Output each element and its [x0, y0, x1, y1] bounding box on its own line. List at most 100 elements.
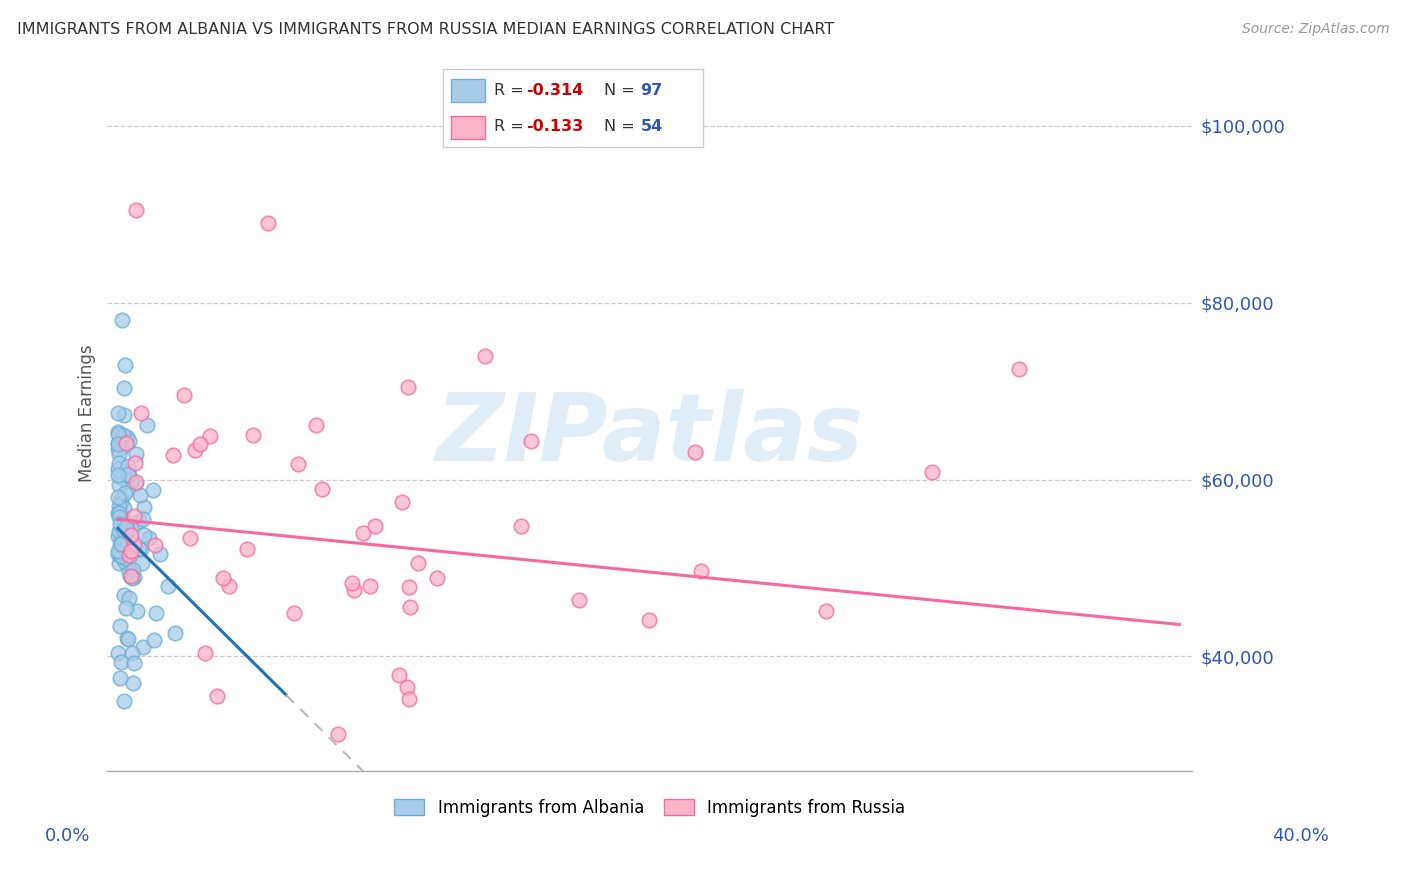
Point	[112, 534, 135, 549]
Point	[107, 406, 129, 420]
Point	[108, 528, 131, 542]
Point	[198, 429, 221, 443]
Text: R =: R =	[494, 120, 529, 135]
Point	[115, 430, 138, 444]
Point	[112, 524, 135, 538]
Point	[398, 600, 420, 615]
Point	[396, 680, 419, 694]
Point	[162, 448, 184, 462]
Point	[107, 547, 129, 561]
Point	[128, 514, 150, 528]
Point	[132, 640, 155, 654]
Point	[112, 588, 135, 602]
Point	[110, 491, 132, 506]
Point	[814, 604, 837, 618]
Point	[107, 425, 129, 440]
Point	[110, 655, 132, 669]
Point	[520, 434, 543, 448]
Point	[359, 579, 381, 593]
Point	[108, 430, 131, 444]
Point	[122, 656, 145, 670]
Point	[129, 406, 152, 420]
Point	[236, 541, 259, 556]
Text: 40.0%: 40.0%	[1272, 827, 1329, 845]
Point	[132, 500, 155, 514]
Point	[118, 591, 141, 606]
Point	[107, 506, 129, 520]
Point	[114, 601, 136, 615]
Point	[117, 467, 139, 482]
Point	[474, 349, 496, 363]
Point	[111, 427, 134, 442]
Text: IMMIGRANTS FROM ALBANIA VS IMMIGRANTS FROM RUSSIA MEDIAN EARNINGS CORRELATION CH: IMMIGRANTS FROM ALBANIA VS IMMIGRANTS FR…	[17, 22, 834, 37]
Point	[364, 519, 387, 533]
Point	[108, 556, 131, 570]
Point	[120, 521, 142, 535]
Point	[122, 508, 145, 523]
Text: N =: N =	[605, 83, 640, 98]
Point	[143, 538, 166, 552]
Point	[112, 500, 135, 515]
Point	[173, 388, 195, 402]
Point	[107, 437, 129, 451]
Point	[396, 380, 419, 394]
Point	[142, 483, 165, 497]
Point	[107, 510, 129, 524]
Point	[115, 435, 138, 450]
Point	[107, 461, 129, 475]
Point	[107, 506, 129, 520]
Point	[156, 579, 179, 593]
Point	[107, 544, 129, 558]
Point	[391, 495, 413, 509]
Point	[112, 694, 135, 708]
Point	[107, 500, 129, 514]
Point	[183, 442, 205, 457]
Point	[121, 571, 143, 585]
Point	[110, 549, 132, 563]
Point	[257, 216, 280, 230]
Point	[125, 604, 148, 618]
Point	[311, 482, 333, 496]
Point	[149, 547, 172, 561]
Point	[118, 568, 141, 582]
Point	[342, 576, 364, 591]
Text: -0.133: -0.133	[526, 120, 583, 135]
Point	[124, 477, 146, 491]
Point	[218, 579, 240, 593]
Point	[120, 474, 142, 488]
Point	[110, 548, 132, 562]
Point	[115, 520, 138, 534]
Point	[118, 543, 141, 558]
Point	[115, 524, 138, 538]
Point	[111, 440, 134, 454]
Point	[114, 518, 136, 533]
Point	[115, 539, 138, 553]
Point	[107, 442, 129, 456]
Point	[188, 437, 211, 451]
Point	[108, 447, 131, 461]
Text: R =: R =	[494, 83, 529, 98]
Point	[138, 531, 160, 545]
Y-axis label: Median Earnings: Median Earnings	[79, 344, 96, 482]
Text: Source: ZipAtlas.com: Source: ZipAtlas.com	[1241, 22, 1389, 37]
Point	[107, 427, 129, 442]
Point	[107, 529, 129, 543]
Point	[111, 313, 134, 327]
Point	[305, 417, 328, 432]
Point	[120, 568, 142, 582]
Point	[108, 537, 131, 551]
Point	[135, 417, 157, 432]
Point	[117, 632, 139, 646]
Point	[112, 408, 135, 422]
Point	[131, 556, 153, 570]
Point	[398, 580, 420, 594]
Point	[387, 667, 409, 681]
Legend: Immigrants from Albania, Immigrants from Russia: Immigrants from Albania, Immigrants from…	[394, 798, 905, 817]
Point	[114, 358, 136, 372]
Point	[114, 550, 136, 565]
Point	[406, 556, 429, 570]
Point	[112, 380, 135, 394]
Point	[921, 465, 943, 479]
Text: N =: N =	[605, 120, 640, 135]
Point	[194, 646, 217, 660]
